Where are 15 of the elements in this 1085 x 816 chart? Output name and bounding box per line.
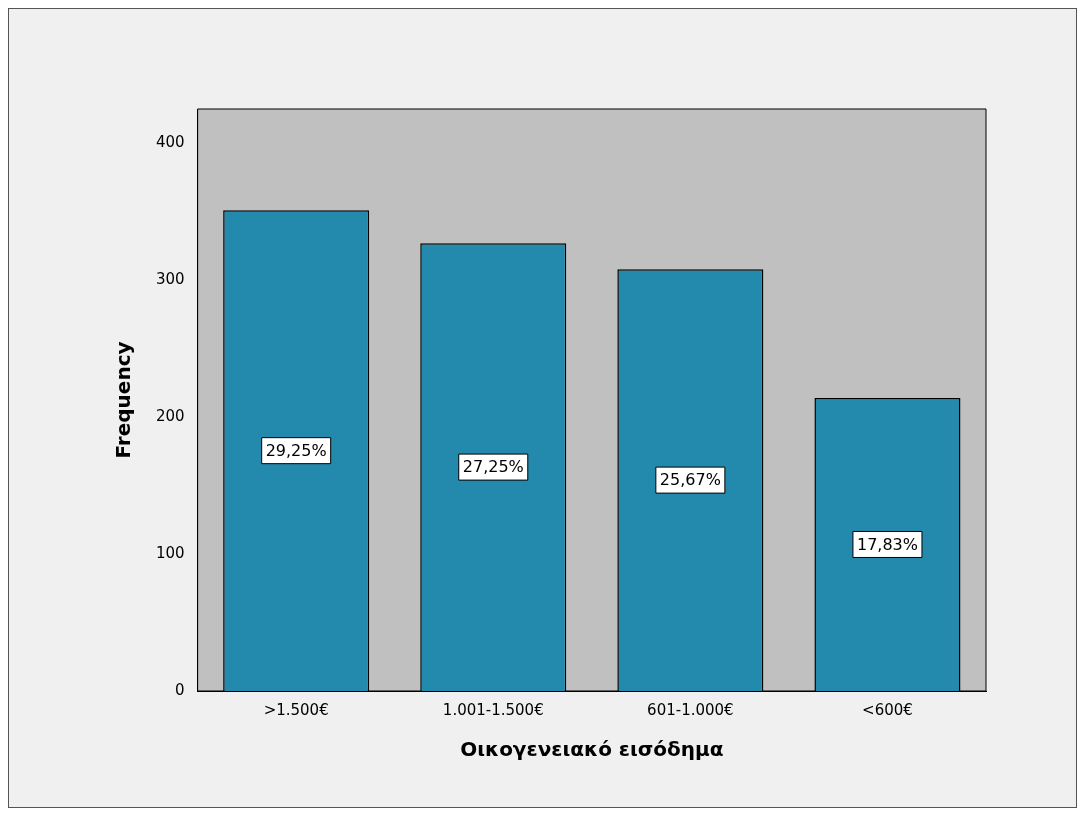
annotation: 17,83% xyxy=(856,534,918,554)
y-tick-label: 100 xyxy=(155,543,185,562)
y-tick-label: 0 xyxy=(175,680,185,699)
y-tick-label: 400 xyxy=(155,133,185,152)
y-axis-title: Frequency xyxy=(111,341,136,459)
annotation: 29,25% xyxy=(265,440,327,460)
y-tick-label: 300 xyxy=(155,270,185,289)
x-tick-label: >1.500€ xyxy=(263,700,329,719)
annotation: 27,25% xyxy=(462,457,524,477)
x-tick-label: 601-1.000€ xyxy=(647,700,734,719)
x-axis-title: Οικογενειακό εισόδημα xyxy=(460,737,724,762)
x-tick-label: <600€ xyxy=(862,700,913,719)
x-tick-label: 1.001-1.500€ xyxy=(442,700,544,719)
y-tick-label: 200 xyxy=(155,407,185,426)
annotation: 25,67% xyxy=(659,470,721,490)
